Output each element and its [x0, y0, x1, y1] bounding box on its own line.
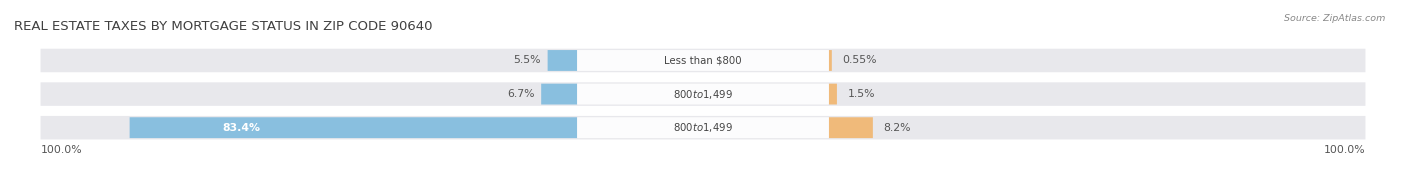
Text: $800 to $1,499: $800 to $1,499 [673, 121, 733, 134]
FancyBboxPatch shape [547, 50, 576, 71]
FancyBboxPatch shape [541, 84, 576, 104]
FancyBboxPatch shape [830, 117, 873, 138]
FancyBboxPatch shape [576, 50, 830, 71]
Text: 83.4%: 83.4% [222, 123, 260, 133]
FancyBboxPatch shape [41, 116, 1365, 139]
FancyBboxPatch shape [830, 84, 837, 104]
FancyBboxPatch shape [830, 50, 832, 71]
FancyBboxPatch shape [41, 49, 1365, 72]
FancyBboxPatch shape [129, 117, 576, 138]
Text: 100.0%: 100.0% [1324, 144, 1365, 154]
Text: $800 to $1,499: $800 to $1,499 [673, 88, 733, 101]
Text: 6.7%: 6.7% [508, 89, 534, 99]
FancyBboxPatch shape [576, 84, 830, 104]
FancyBboxPatch shape [41, 82, 1365, 106]
Text: 0.55%: 0.55% [842, 55, 877, 65]
Text: 5.5%: 5.5% [513, 55, 541, 65]
Text: REAL ESTATE TAXES BY MORTGAGE STATUS IN ZIP CODE 90640: REAL ESTATE TAXES BY MORTGAGE STATUS IN … [14, 20, 433, 33]
Text: 8.2%: 8.2% [883, 123, 911, 133]
Text: 100.0%: 100.0% [41, 144, 82, 154]
FancyBboxPatch shape [576, 117, 830, 138]
Text: Less than $800: Less than $800 [664, 55, 742, 65]
Text: Source: ZipAtlas.com: Source: ZipAtlas.com [1284, 14, 1385, 23]
Text: 1.5%: 1.5% [848, 89, 875, 99]
